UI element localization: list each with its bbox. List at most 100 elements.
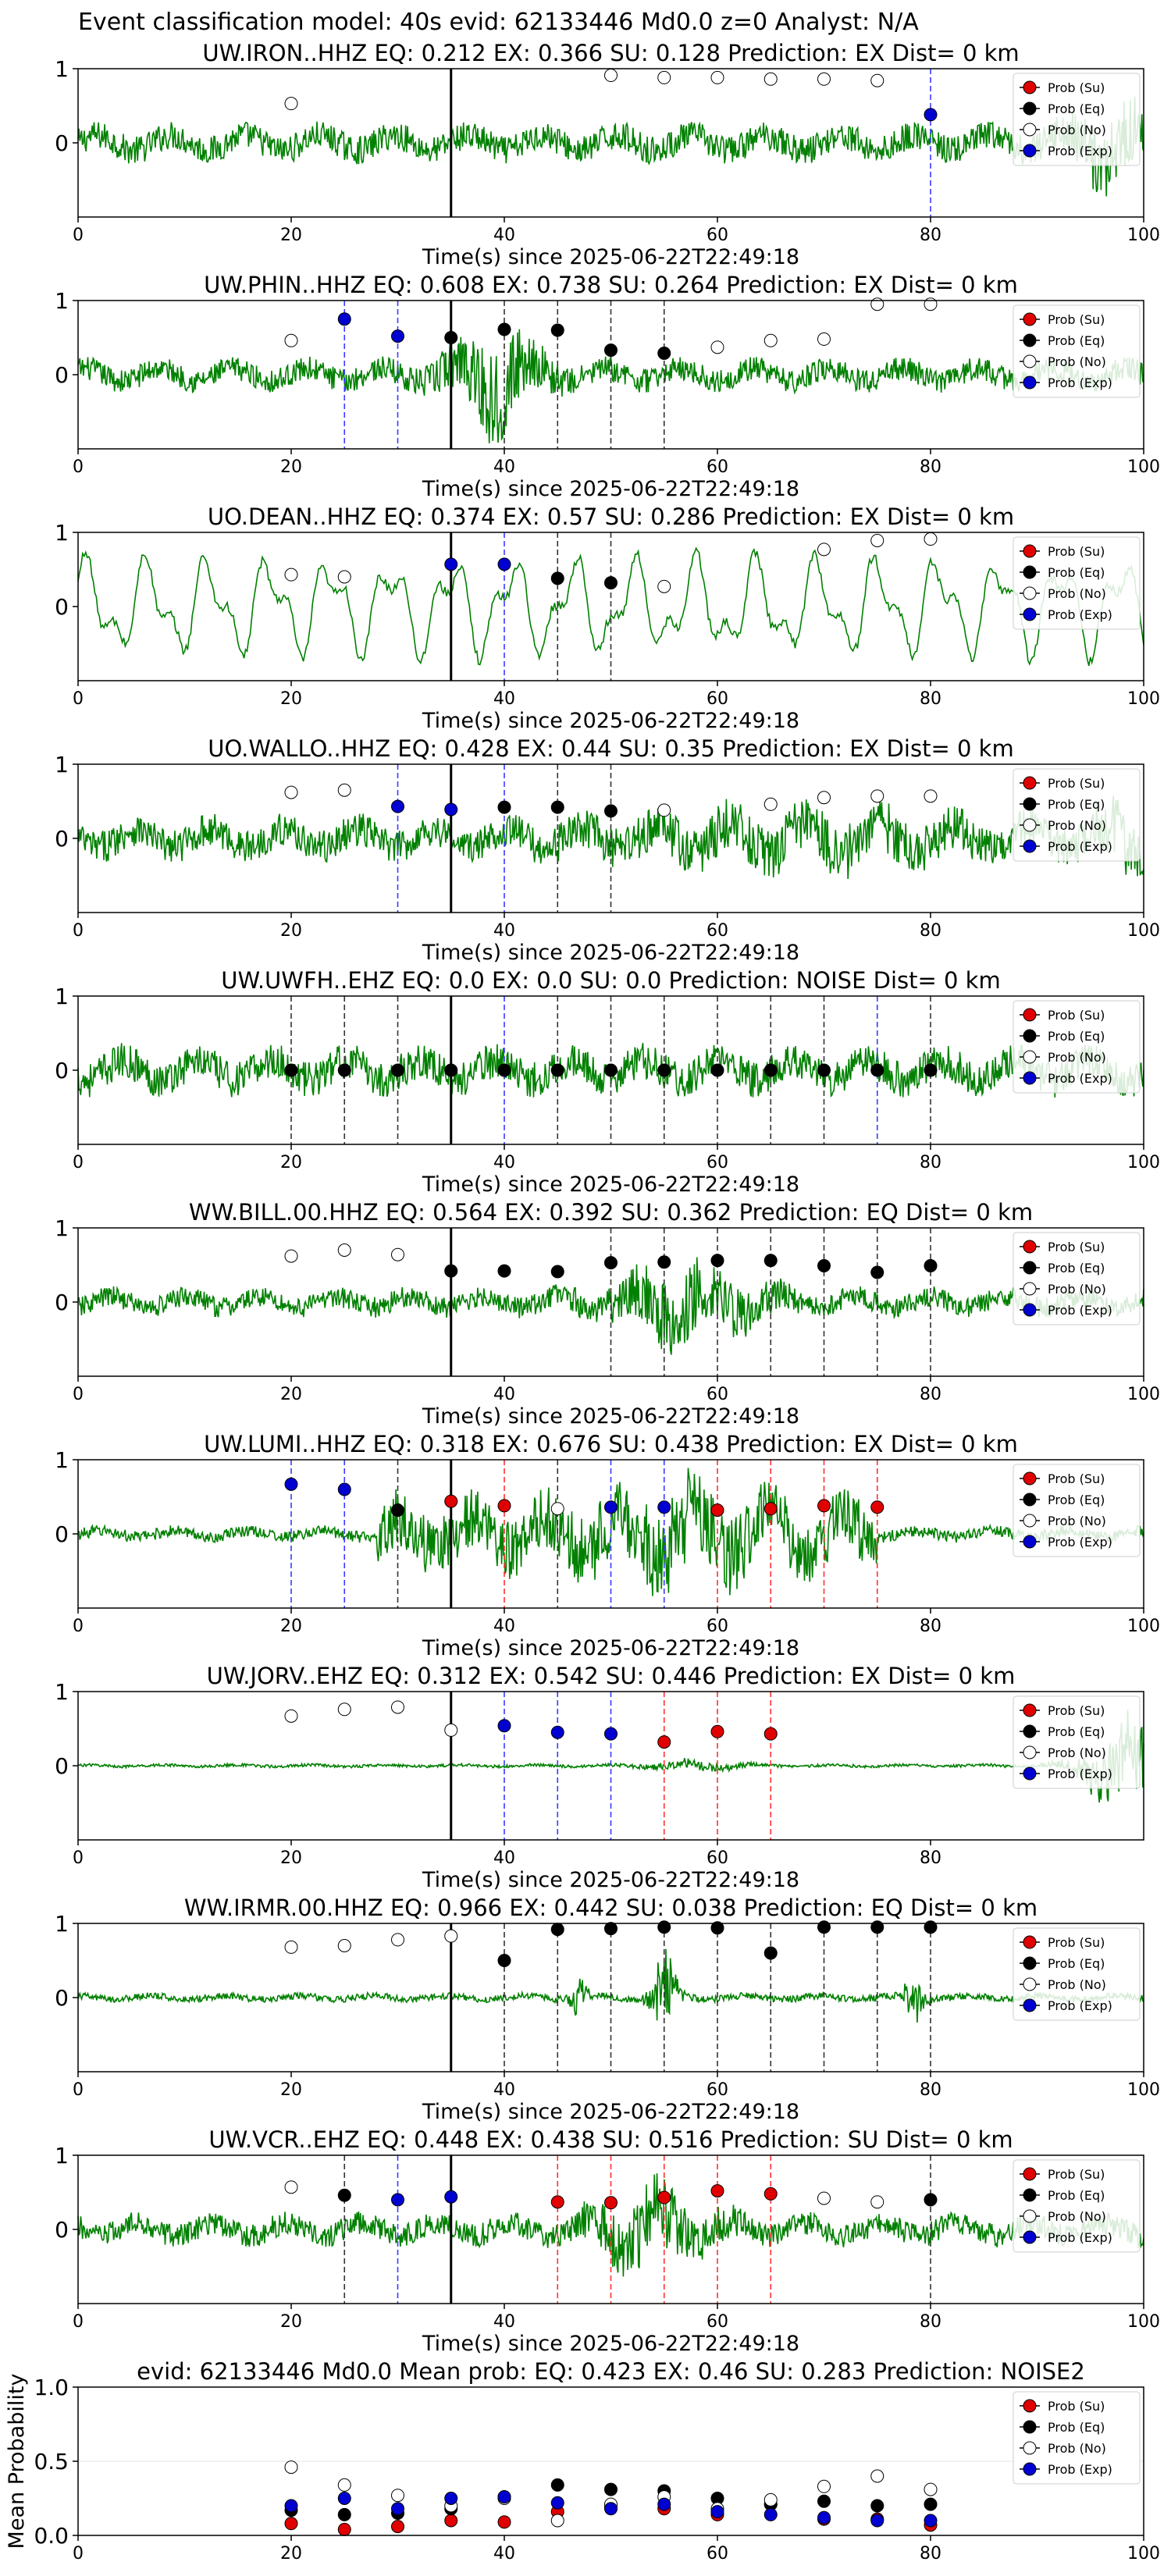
legend-marker-su [1023, 776, 1037, 790]
x-tick-label: 0 [73, 2312, 84, 2332]
chart-panel: UW.UWFH..EHZ EQ: 0.0 EX: 0.0 SU: 0.0 Pre… [55, 967, 1160, 1197]
y-tick-label: 0 [55, 1521, 69, 1547]
x-tick-label: 0 [73, 226, 84, 245]
legend-label-no: Prob (No) [1048, 1050, 1106, 1065]
legend-label-exp: Prob (Exp) [1048, 607, 1112, 622]
legend-label-no: Prob (No) [1048, 1282, 1106, 1297]
prob-point-eq [337, 2188, 351, 2202]
legend-label-eq: Prob (Eq) [1048, 2420, 1105, 2435]
legend-label-su: Prob (Su) [1048, 544, 1105, 559]
mean-point-eq [817, 2494, 831, 2508]
x-tick-label: 80 [920, 457, 941, 477]
legend-marker-no [1023, 1745, 1037, 1759]
chart-panel: UO.DEAN..HHZ EQ: 0.374 EX: 0.57 SU: 0.28… [55, 503, 1160, 733]
prob-point-eq [497, 1063, 511, 1077]
x-tick-label: 60 [707, 1617, 728, 1636]
legend-marker-su [1023, 1471, 1037, 1485]
x-tick-label: 20 [280, 1617, 302, 1636]
legend-label-eq: Prob (Eq) [1048, 1956, 1105, 1971]
x-tick-label: 80 [920, 921, 941, 941]
x-tick-label: 0 [73, 2544, 84, 2564]
legend-label-su: Prob (Su) [1048, 80, 1105, 95]
legend-label-no: Prob (No) [1048, 1745, 1106, 1760]
waveform-trace [77, 795, 1144, 880]
legend-marker-eq [1023, 797, 1037, 811]
mean-point-exp [284, 2499, 298, 2513]
legend-marker-eq [1023, 1493, 1037, 1507]
x-tick-label: 20 [280, 2544, 302, 2564]
x-tick-label: 100 [1127, 2080, 1160, 2100]
panel-title: UO.WALLO..HHZ EQ: 0.428 EX: 0.44 SU: 0.3… [208, 735, 1013, 762]
prob-point-su [763, 2186, 778, 2201]
mean-point-eq [604, 2482, 618, 2496]
x-tick-label: 80 [920, 689, 941, 709]
y-tick-label: 1 [55, 2143, 69, 2169]
prob-point-no [444, 1929, 458, 1943]
legend: Prob (Su) Prob (Eq) Prob (No) Prob (Exp) [1013, 1927, 1141, 2021]
x-tick-label: 0 [73, 1848, 84, 1868]
prob-point-no [550, 1502, 564, 1516]
x-axis-label: Time(s) since 2025-06-22T22:49:18 [422, 245, 799, 269]
prob-point-eq [550, 1923, 564, 1937]
prob-point-eq [604, 576, 618, 590]
prob-point-eq [763, 1063, 778, 1077]
legend-label-no: Prob (No) [1048, 1514, 1106, 1528]
x-tick-label: 20 [280, 921, 302, 941]
x-tick-label: 0 [73, 1385, 84, 1404]
prob-point-su [657, 1735, 671, 1749]
chart-panel: UW.JORV..EHZ EQ: 0.312 EX: 0.542 SU: 0.4… [55, 1663, 1144, 1892]
chart-panel: UO.WALLO..HHZ EQ: 0.428 EX: 0.44 SU: 0.3… [55, 735, 1160, 965]
legend-label-su: Prob (Su) [1048, 2399, 1105, 2414]
panel-title: UW.UWFH..EHZ EQ: 0.0 EX: 0.0 SU: 0.0 Pre… [221, 967, 1000, 994]
prob-point-eq [924, 2193, 938, 2207]
x-axis-label: Time(s) since 2025-06-22T22:49:18 [422, 1636, 799, 1660]
legend-label-no: Prob (No) [1048, 354, 1106, 369]
prob-point-exp [391, 799, 404, 813]
y-tick-label: 0 [55, 594, 69, 620]
prob-point-eq [337, 1063, 351, 1077]
prob-point-no [284, 2180, 298, 2194]
y-tick-label: 0 [55, 362, 69, 388]
mean-point-exp [870, 2514, 884, 2528]
panel-title: UW.JORV..EHZ EQ: 0.312 EX: 0.542 SU: 0.4… [207, 1663, 1016, 1689]
x-tick-label: 60 [707, 2312, 728, 2332]
y-tick-label: 1 [55, 752, 69, 777]
prob-point-eq [550, 1063, 564, 1077]
x-tick-label: 0 [73, 1617, 84, 1636]
prob-point-no [870, 533, 884, 547]
x-tick-label: 80 [920, 1153, 941, 1172]
figure-suptitle: Event classification model: 40s evid: 62… [78, 9, 919, 36]
prob-point-no [337, 783, 351, 797]
panel-title: WW.IRMR.00.HHZ EQ: 0.966 EX: 0.442 SU: 0… [184, 1895, 1038, 1921]
legend-marker-exp [1023, 1767, 1037, 1781]
prob-point-su [657, 2190, 671, 2204]
legend-frame [1013, 1232, 1141, 1325]
x-tick-label: 40 [493, 1848, 515, 1868]
prob-point-eq [604, 1922, 618, 1936]
prob-point-no [924, 532, 938, 546]
prob-point-eq [817, 1920, 831, 1934]
x-tick-label: 60 [707, 1153, 728, 1172]
y-tick-label: 1 [55, 1447, 69, 1473]
x-axis-label: Time(s) since 2025-06-22T22:49:18 [422, 2332, 799, 2356]
mean-point-exp [444, 2492, 458, 2505]
prob-point-exp [444, 557, 458, 571]
legend-marker-su [1023, 1240, 1037, 1254]
y-tick-label: 0 [55, 826, 69, 852]
legend-marker-su [1023, 2399, 1037, 2413]
legend-frame [1013, 2159, 1141, 2253]
legend-label-su: Prob (Su) [1048, 1240, 1105, 1254]
x-tick-label: 60 [707, 1385, 728, 1404]
mean-point-exp [817, 2510, 831, 2524]
prob-point-eq [763, 1946, 778, 1960]
x-axis-label: Time(s) since 2025-06-22T22:49:18 [422, 1868, 799, 1892]
prob-point-eq [817, 1258, 831, 1272]
prob-point-eq [391, 1063, 404, 1077]
legend-frame [1013, 1695, 1141, 1789]
mean-point-eq [924, 2497, 938, 2511]
x-tick-label: 20 [280, 689, 302, 709]
prob-point-eq [497, 800, 511, 814]
legend-marker-no [1023, 123, 1037, 137]
prob-point-eq [924, 1063, 938, 1077]
legend-label-exp: Prob (Exp) [1048, 2230, 1112, 2245]
